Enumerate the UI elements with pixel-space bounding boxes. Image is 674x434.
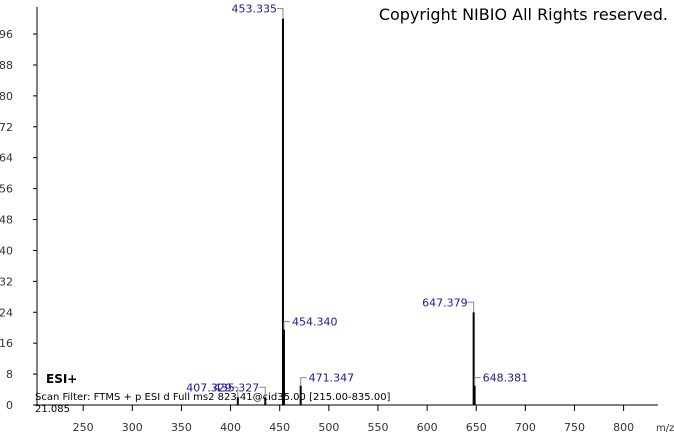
peak-label: 453.335 bbox=[231, 3, 277, 16]
label-leader bbox=[276, 8, 284, 19]
y-tick-label: 8 bbox=[6, 368, 13, 381]
y-tick-label: 56 bbox=[0, 183, 13, 196]
label-leader bbox=[231, 386, 239, 398]
label-leader bbox=[474, 377, 481, 386]
y-tick-label: 40 bbox=[0, 244, 13, 257]
peak-label: 454.340 bbox=[292, 316, 338, 329]
x-tick-label: 400 bbox=[220, 421, 241, 434]
x-tick-label: 550 bbox=[367, 421, 388, 434]
x-tick-label: 350 bbox=[171, 421, 192, 434]
peak-label: 648.381 bbox=[483, 372, 529, 385]
y-tick-label: 32 bbox=[0, 275, 13, 288]
label-leader bbox=[300, 377, 307, 386]
x-tick-label: 650 bbox=[466, 421, 487, 434]
retention-time: 21.085 bbox=[35, 404, 70, 415]
x-tick-label: 500 bbox=[318, 421, 339, 434]
peak-label: 471.347 bbox=[309, 372, 355, 385]
x-tick-label: 300 bbox=[122, 421, 143, 434]
label-leader bbox=[283, 321, 290, 330]
peak-label: 407.329 bbox=[186, 381, 232, 394]
y-tick-label: 0 bbox=[6, 399, 13, 412]
x-tick-label: 450 bbox=[269, 421, 290, 434]
y-tick-label: 24 bbox=[0, 306, 13, 319]
y-tick-label: 72 bbox=[0, 121, 13, 134]
y-tick-label: 96 bbox=[0, 28, 13, 41]
label-leader bbox=[467, 301, 475, 313]
y-tick-label: 16 bbox=[0, 337, 13, 350]
y-tick-label: 48 bbox=[0, 214, 13, 227]
x-tick-label: 600 bbox=[417, 421, 438, 434]
y-tick-label: 88 bbox=[0, 59, 13, 72]
peak-label: 435.327 bbox=[214, 381, 260, 394]
ion-mode: ESI+ bbox=[46, 372, 77, 386]
y-tick-label: 64 bbox=[0, 152, 13, 165]
peak-label: 647.379 bbox=[422, 296, 468, 309]
scan-filter: Scan Filter: FTMS + p ESI d Full ms2 823… bbox=[35, 392, 391, 403]
watermark: Copyright NIBIO All Rights reserved. bbox=[379, 5, 668, 24]
x-tick-label: 250 bbox=[73, 421, 94, 434]
x-axis-label: m/z bbox=[656, 423, 674, 434]
label-leader bbox=[259, 386, 266, 398]
x-tick-label: 800 bbox=[613, 421, 634, 434]
x-tick-label: 700 bbox=[515, 421, 536, 434]
y-tick-label: 80 bbox=[0, 90, 13, 103]
x-tick-label: 750 bbox=[564, 421, 585, 434]
